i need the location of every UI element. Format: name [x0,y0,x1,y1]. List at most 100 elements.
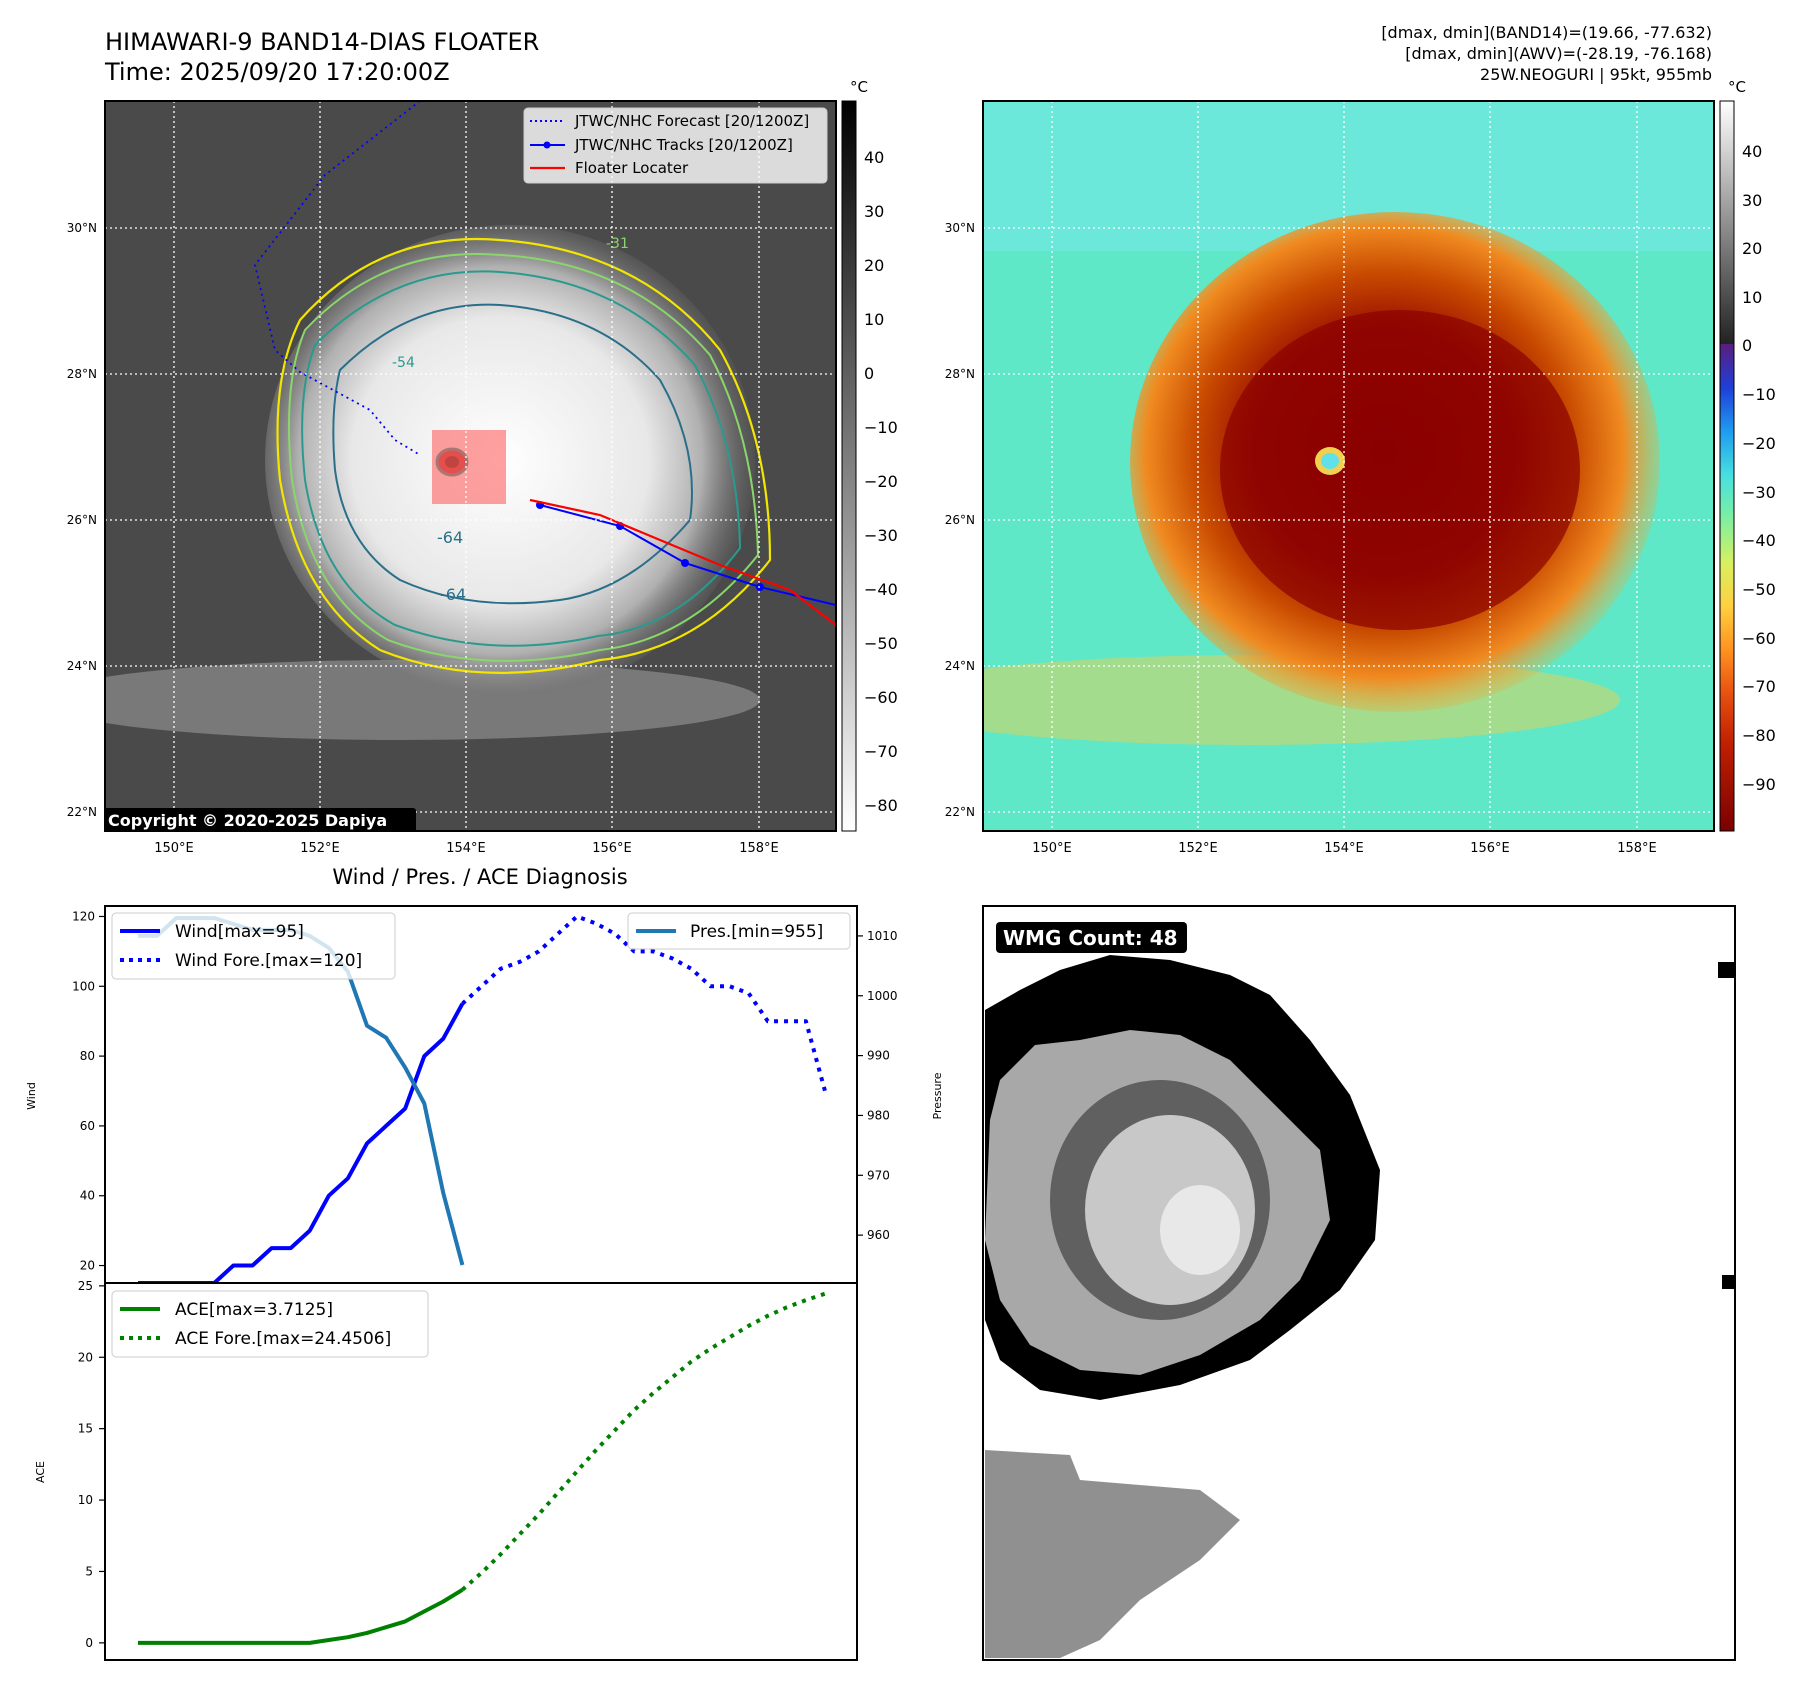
colorbar-tick: −70 [1742,677,1776,696]
pressure-y-tick-label: 980 [867,1108,890,1122]
ace-axis-label: ACE [34,1461,47,1483]
wind-y-tick-label: 20 [80,1259,95,1273]
wind-y-tick-label: 60 [80,1119,95,1133]
ace-series [138,1291,826,1645]
lon-label: 150°E [154,841,194,856]
colorbar-tick: 10 [1742,288,1762,307]
right-colorbar-ticks: 40 30 20 10 0 −10 −20 −30 −40 −50 −60 −7… [1742,142,1776,794]
legend-ace-fore-label: ACE Fore.[max=24.4506] [175,1329,391,1349]
left-colorbar [841,100,857,832]
figure-title: HIMAWARI-9 BAND14-DIAS FLOATER [105,28,539,56]
series-line-ace-forecast [461,1291,826,1592]
colorbar-tick: 40 [1742,142,1762,161]
floater-locater-line [529,498,836,626]
right-lat-labels: 30°N 28°N 26°N 24°N 22°N [945,221,975,819]
lon-label: 158°E [739,841,779,856]
left-map-frame [104,100,837,832]
right-map-frame [982,100,1715,832]
colorbar-tick: −70 [864,742,898,761]
legend-forecast-label: JTWC/NHC Forecast [20/1200Z] [574,112,809,130]
wind-y-tick-label: 80 [80,1049,95,1063]
wmg-black-dot [1722,1275,1734,1289]
info-band14: [dmax, dmin](BAND14)=(19.66, -77.632) [1381,23,1712,42]
wmg-count-box [996,922,1187,953]
legend-wind-fore-label: Wind Fore.[max=120] [175,951,362,971]
ace-legend: ACE[max=3.7125] ACE Fore.[max=24.4506] [111,1290,429,1358]
colorbar-tick: 30 [864,202,884,221]
colorbar-tick: −10 [1742,385,1776,404]
lat-label: 30°N [945,221,975,235]
right-colorbar-upper [1720,101,1734,344]
colorbar-tick: −30 [1742,483,1776,502]
floater-box [432,430,506,504]
left-map-panel: -64 -64 -54 -31 JTWC/NHC Forecast [20/12… [67,78,898,856]
track-point [756,583,764,591]
right-colorbar-lower [1720,344,1734,831]
lon-label: 154°E [1324,841,1364,856]
right-lon-labels: 150°E 152°E 154°E 156°E 158°E [1032,841,1657,856]
lon-label: 156°E [592,841,632,856]
ace-y-tick-label: 10 [78,1493,93,1507]
lon-label: 158°E [1617,841,1657,856]
wind-y-tick-label: 100 [72,979,95,993]
legend-pressure-label: Pres.[min=955] [690,922,823,942]
contour-label: -31 [606,236,629,252]
figure-time: Time: 2025/09/20 17:20:00Z [104,58,450,86]
lat-label: 26°N [945,513,975,527]
right-map-grid [983,101,1714,831]
contour-light-green [287,253,760,662]
right-colorbar-frame [1719,100,1735,832]
pressure-y-tick-label: 990 [867,1049,890,1063]
ace-y-tick-label: 25 [78,1279,93,1293]
ace-y-tick-label: 0 [85,1636,93,1650]
wind-legend: Wind[max=95] Wind Fore.[max=120] [111,912,396,980]
lat-label: 24°N [945,659,975,673]
colorbar-tick: −50 [864,634,898,653]
ace-y-ticks: 0 5 10 15 20 25 [78,1279,105,1650]
colorbar-tick: 0 [864,364,874,383]
legend-floater-label: Floater Locater [575,159,689,177]
right-colorbar-unit: °C [1728,78,1746,96]
storm-core-dark [1220,310,1580,630]
cloud-band-south [105,660,760,740]
contour-yellow [276,237,772,674]
pressure-y-tick-label: 970 [867,1168,890,1182]
contour-label: -54 [392,355,415,371]
left-colorbar-ticks: 40 30 20 10 0 −10 −20 −30 −40 −50 −60 −7… [864,148,898,815]
legend-wind-label: Wind[max=95] [175,922,304,942]
lon-label: 154°E [446,841,486,856]
wind-y-tick-label: 120 [72,909,95,923]
left-lon-labels: 150°E 152°E 154°E 156°E 158°E [154,841,779,856]
colorbar-tick: −20 [1742,434,1776,453]
left-colorbar-unit: °C [850,78,868,96]
wmg-black-dot [1718,962,1734,978]
colorbar-tick: −80 [1742,726,1776,745]
info-awv: [dmax, dmin](AWV)=(-28.19, -76.168) [1405,44,1712,63]
colorbar-tick: 10 [864,310,884,329]
left-lat-labels: 30°N 28°N 26°N 24°N 22°N [67,221,97,819]
lon-label: 152°E [300,841,340,856]
contour-label: -64 [440,585,466,604]
lat-label: 28°N [945,367,975,381]
series-line-ace [138,1588,464,1645]
right-map-panel: 30°N 28°N 26°N 24°N 22°N 150°E 152°E 154… [945,78,1776,856]
colorbar-tick: 40 [864,148,884,167]
diagnosis-title: Wind / Pres. / ACE Diagnosis [332,865,627,889]
wind-y-ticks: 20 40 60 80 100 120 [72,909,105,1273]
wind-axis-label: Wind [25,1082,38,1110]
legend-ace-label: ACE[max=3.7125] [175,1300,333,1320]
ace-y-tick-label: 20 [78,1350,93,1364]
colorbar-tick: 20 [1742,239,1762,258]
lon-label: 150°E [1032,841,1072,856]
copyright-box [104,808,416,832]
ace-y-tick-label: 5 [85,1564,93,1578]
wmg-panel: WMG Count: 48 [982,905,1736,1661]
lat-label: 24°N [67,659,97,673]
colorbar-tick: −40 [864,580,898,599]
colorbar-tick: −40 [1742,531,1776,550]
info-storm: 25W.NEOGURI | 95kt, 955mb [1480,65,1712,84]
colorbar-tick: −60 [864,688,898,707]
pressure-y-ticks: 960 970 980 990 1000 1010 [857,929,898,1242]
copyright-text: Copyright © 2020-2025 Dapiya [108,811,387,830]
colorbar-tick: 20 [864,256,884,275]
